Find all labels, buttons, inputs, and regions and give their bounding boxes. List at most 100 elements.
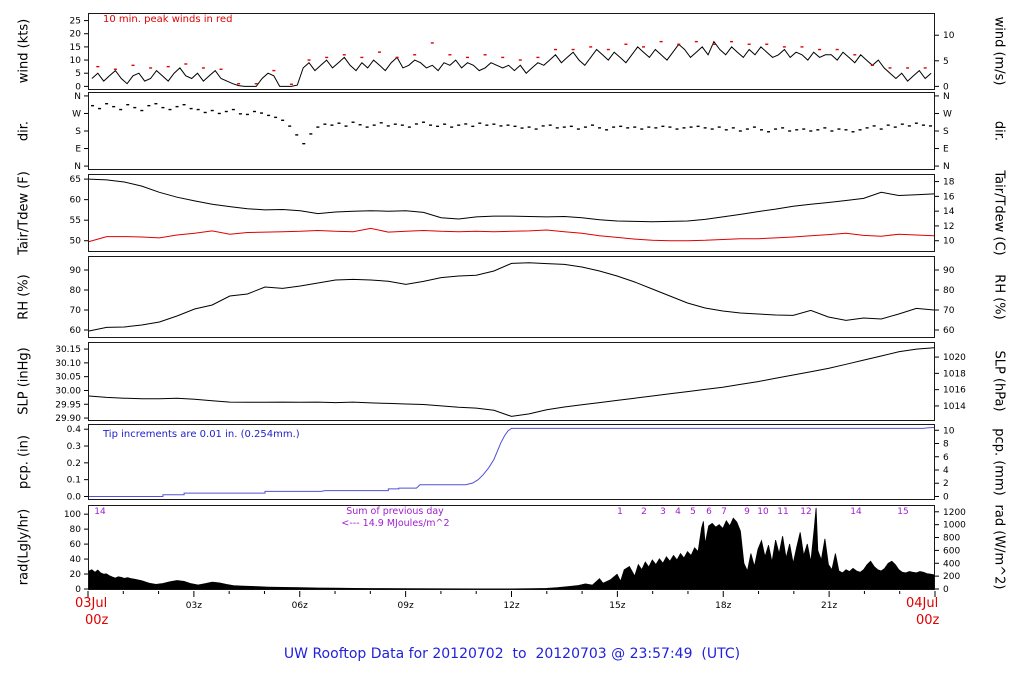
svg-text:18: 18: [943, 178, 955, 188]
svg-text:E: E: [943, 145, 949, 155]
peak-winds-note: 10 min. peak winds in red: [103, 14, 233, 25]
svg-text:N: N: [74, 162, 81, 172]
humidity-panel: 60 70 80 90 60 70 80 90: [70, 256, 955, 338]
svg-text:90: 90: [70, 266, 82, 276]
page-title: UW Rooftop Data for 20120702 to 20120703…: [283, 646, 741, 662]
temperature-panel: 50 55 60 65 10 12 14 16 18: [70, 174, 955, 252]
wind-direction-axis-title: dir.: [16, 120, 32, 142]
temperature-axis-title: Tair/Tdew (F): [16, 171, 32, 255]
svg-text:N: N: [943, 162, 950, 172]
svg-text:60: 60: [943, 326, 955, 336]
svg-text:S: S: [943, 127, 949, 137]
humidity-chart: 60 70 80 90 60 70 80 90: [70, 262, 955, 336]
svg-text:1018: 1018: [943, 369, 966, 379]
svg-text:E: E: [75, 145, 81, 155]
temperature-axis-title-right: Tair/Tdew (C): [991, 170, 1007, 256]
svg-text:10: 10: [943, 31, 955, 41]
svg-text:70: 70: [70, 306, 82, 316]
svg-text:55: 55: [70, 216, 81, 226]
wind-direction-axis-title-right: dir.: [991, 120, 1007, 142]
radiation-hour-label: 9: [744, 507, 750, 517]
svg-text:0.1: 0.1: [67, 476, 81, 486]
svg-text:1200: 1200: [943, 508, 966, 518]
svg-text:0: 0: [943, 82, 949, 92]
svg-text:10: 10: [70, 56, 82, 66]
svg-text:5: 5: [75, 69, 81, 79]
radiation-hour-label: 12: [800, 507, 812, 517]
svg-text:0: 0: [943, 492, 949, 502]
svg-text:30.10: 30.10: [55, 359, 81, 369]
svg-text:15: 15: [70, 43, 81, 53]
svg-text:60: 60: [70, 196, 82, 206]
radiation-hour-label: 4: [675, 507, 681, 517]
svg-text:S: S: [75, 127, 81, 137]
radiation-hour-label: 3: [660, 507, 666, 517]
radiation-hour-label: 1: [617, 507, 623, 517]
radiation-hour-label: 10: [757, 507, 769, 517]
svg-text:60: 60: [70, 326, 82, 336]
wind-speed-chart: 0 5 10 15 20 25 0 5 10: [70, 17, 955, 93]
svg-text:30.05: 30.05: [55, 373, 81, 383]
svg-text:4: 4: [943, 466, 949, 476]
humidity-axis-title: RH (%): [16, 274, 32, 320]
svg-text:30.15: 30.15: [55, 345, 81, 355]
svg-text:0.0: 0.0: [67, 492, 82, 502]
radiation-hour-label: 6: [706, 507, 712, 517]
svg-text:2: 2: [943, 479, 949, 489]
svg-text:12: 12: [943, 222, 954, 232]
svg-text:65: 65: [70, 175, 81, 185]
radiation-panel: 0 20 40 60 80 100 0 200 400 600 800 1000 1200 14 1 2 3 4 5…: [64, 505, 966, 595]
svg-text:5: 5: [943, 57, 949, 67]
radiation-hour-label: 7: [721, 507, 727, 517]
pressure-chart: 29.90 29.95 30.00 30.05 30.10 30.15 1014 1016 10…: [55, 345, 966, 424]
end-time-label: 00z: [916, 613, 940, 628]
radiation-hour-label: 11: [777, 507, 789, 517]
svg-text:70: 70: [943, 306, 955, 316]
svg-text:20: 20: [70, 570, 82, 580]
svg-text:1000: 1000: [943, 521, 966, 531]
svg-text:80: 80: [943, 286, 955, 296]
pressure-panel: 29.90 29.95 30.00 30.05 30.10 30.15 1014 1016 10…: [55, 342, 966, 424]
svg-text:0.3: 0.3: [67, 442, 81, 452]
humidity-axis-title-right: RH (%): [991, 274, 1007, 320]
svg-text:60: 60: [70, 540, 82, 550]
svg-text:0: 0: [75, 585, 81, 595]
svg-text:21z: 21z: [821, 601, 837, 611]
radiation-hour-label: 14: [850, 507, 862, 517]
svg-text:1016: 1016: [943, 386, 966, 396]
svg-text:0: 0: [943, 585, 949, 595]
svg-text:80: 80: [70, 286, 82, 296]
precipitation-chart: 0.0 0.1 0.2 0.3 0.4 0 2 4 6 8 10: [67, 425, 955, 502]
svg-text:50: 50: [70, 237, 82, 247]
wind-speed-panel: 0 5 10 15 20 25 0 5 10: [70, 13, 955, 93]
precipitation-axis-title: pcp. (in): [16, 435, 32, 489]
svg-text:0: 0: [75, 82, 81, 92]
svg-text:N: N: [74, 92, 81, 102]
start-time-label: 00z: [85, 613, 109, 628]
radiation-hour-label: 2: [641, 507, 647, 517]
svg-text:0.2: 0.2: [67, 459, 81, 469]
svg-text:30.00: 30.00: [55, 386, 81, 396]
svg-text:14: 14: [943, 207, 955, 217]
svg-text:10: 10: [943, 237, 955, 247]
end-date-label: 04Jul: [906, 596, 939, 611]
precipitation-panel: 0.0 0.1 0.2 0.3 0.4 0 2 4 6 8 10: [67, 424, 955, 502]
pressure-axis-title: SLP (inHg): [16, 347, 32, 415]
svg-text:100: 100: [64, 510, 81, 520]
wind-speed-axis-title-right: wind (m/s): [991, 16, 1007, 86]
svg-text:29.95: 29.95: [55, 400, 81, 410]
tip-increments-note: Tip increments are 0.01 in. (0.254mm.): [103, 429, 300, 440]
svg-text:15z: 15z: [609, 601, 625, 611]
radiation-sum-note-line2: <--- 14.9 MJoules/m^2: [341, 518, 450, 529]
svg-text:8: 8: [943, 440, 949, 450]
radiation-axis-title: rad(Lgly/hr): [16, 508, 32, 586]
svg-text:200: 200: [943, 572, 960, 582]
svg-text:18z: 18z: [715, 601, 731, 611]
svg-text:40: 40: [70, 555, 82, 565]
pressure-axis-title-right: SLP (hPa): [991, 350, 1007, 412]
svg-text:400: 400: [943, 559, 960, 569]
svg-text:09z: 09z: [398, 601, 414, 611]
